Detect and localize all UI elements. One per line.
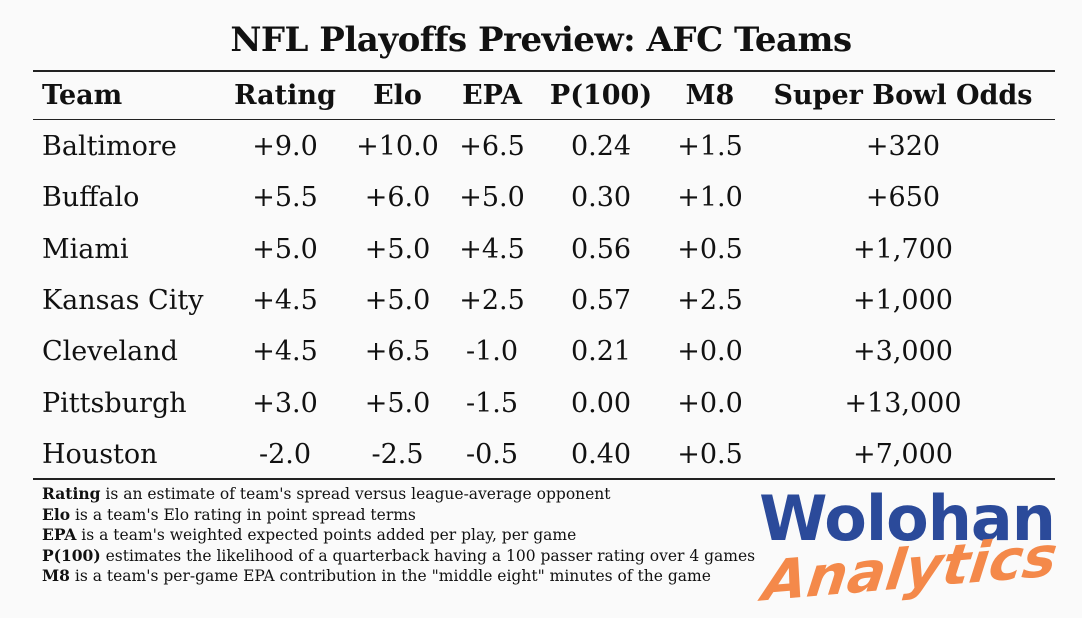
header-rating: Rating (234, 80, 336, 111)
cell-p100: 0.56 (570, 234, 632, 265)
header-rule (33, 119, 1055, 120)
footnote-rating: Rating is an estimate of team's spread v… (42, 484, 611, 503)
cell-elo: +6.5 (364, 336, 431, 367)
cell-rating: +4.5 (252, 336, 318, 367)
cell-rating: +5.5 (252, 182, 318, 213)
cell-epa: -0.5 (465, 439, 519, 470)
logo-wordmark-top: Wolohan (759, 482, 1056, 555)
header-elo: Elo (373, 80, 422, 111)
cell-epa: -1.5 (465, 388, 519, 419)
cell-odds: +13,000 (844, 388, 962, 419)
cell-odds: +3,000 (853, 336, 953, 367)
cell-rating: +9.0 (252, 131, 318, 162)
bottom-rule (33, 478, 1055, 480)
cell-m8: +0.0 (677, 336, 743, 367)
cell-elo: -2.5 (371, 439, 424, 470)
cell-team: Pittsburgh (42, 388, 187, 419)
cell-elo: +10.0 (356, 131, 439, 162)
footnote-elo: Elo is a team's Elo rating in point spre… (42, 504, 416, 524)
top-rule (33, 70, 1055, 72)
footnote-m8: M8 is a team's per-game EPA contribution… (42, 566, 711, 586)
cell-epa: +5.0 (459, 182, 525, 213)
cell-p100: 0.57 (570, 285, 632, 316)
header-odds: Super Bowl Odds (773, 80, 1033, 111)
cell-p100: 0.21 (570, 336, 632, 367)
cell-p100: 0.24 (570, 131, 632, 162)
header-m8: M8 (685, 80, 735, 111)
cell-team: Buffalo (42, 182, 140, 213)
cell-odds: +320 (865, 131, 941, 162)
cell-odds: +7,000 (853, 439, 953, 470)
cell-team: Houston (42, 439, 158, 470)
cell-m8: +0.5 (677, 234, 743, 265)
cell-rating: +5.0 (252, 234, 318, 265)
header-p100: P(100) (549, 80, 653, 111)
table-title: NFL Playoffs Preview: AFC Teams (230, 20, 852, 60)
cell-odds: +1,700 (853, 234, 953, 265)
cell-team: Cleveland (42, 336, 178, 367)
cell-elo: +5.0 (364, 285, 431, 316)
cell-elo: +5.0 (364, 234, 431, 265)
cell-epa: +2.5 (459, 285, 525, 316)
cell-rating: +3.0 (252, 388, 318, 419)
cell-rating: +4.5 (252, 285, 318, 316)
cell-p100: 0.00 (570, 388, 632, 419)
cell-epa: +4.5 (459, 234, 525, 265)
cell-rating: -2.0 (258, 439, 312, 470)
cell-elo: +6.0 (364, 182, 431, 213)
cell-m8: +2.5 (677, 285, 743, 316)
cell-odds: +1,000 (853, 285, 953, 316)
footnote-epa: EPA is a team's weighted expected points… (42, 525, 577, 545)
footnotes: Rating is an estimate of team's spread v… (42, 484, 762, 587)
cell-m8: +1.5 (677, 131, 743, 162)
footnote-p100: P(100) estimates the likelihood of a qua… (42, 545, 756, 565)
header-epa: EPA (462, 80, 522, 111)
cell-elo: +5.0 (364, 388, 431, 419)
cell-p100: 0.30 (570, 182, 632, 213)
cell-team: Kansas City (42, 285, 204, 316)
cell-m8: +0.0 (677, 388, 743, 419)
cell-m8: +0.5 (677, 439, 743, 470)
header-team: Team (42, 80, 123, 111)
cell-team: Baltimore (42, 131, 177, 162)
cell-p100: 0.40 (570, 439, 632, 470)
cell-epa: -1.0 (465, 336, 519, 367)
cell-odds: +650 (865, 182, 941, 213)
cell-team: Miami (42, 234, 129, 265)
cell-m8: +1.0 (677, 182, 743, 213)
cell-epa: +6.5 (459, 131, 525, 162)
